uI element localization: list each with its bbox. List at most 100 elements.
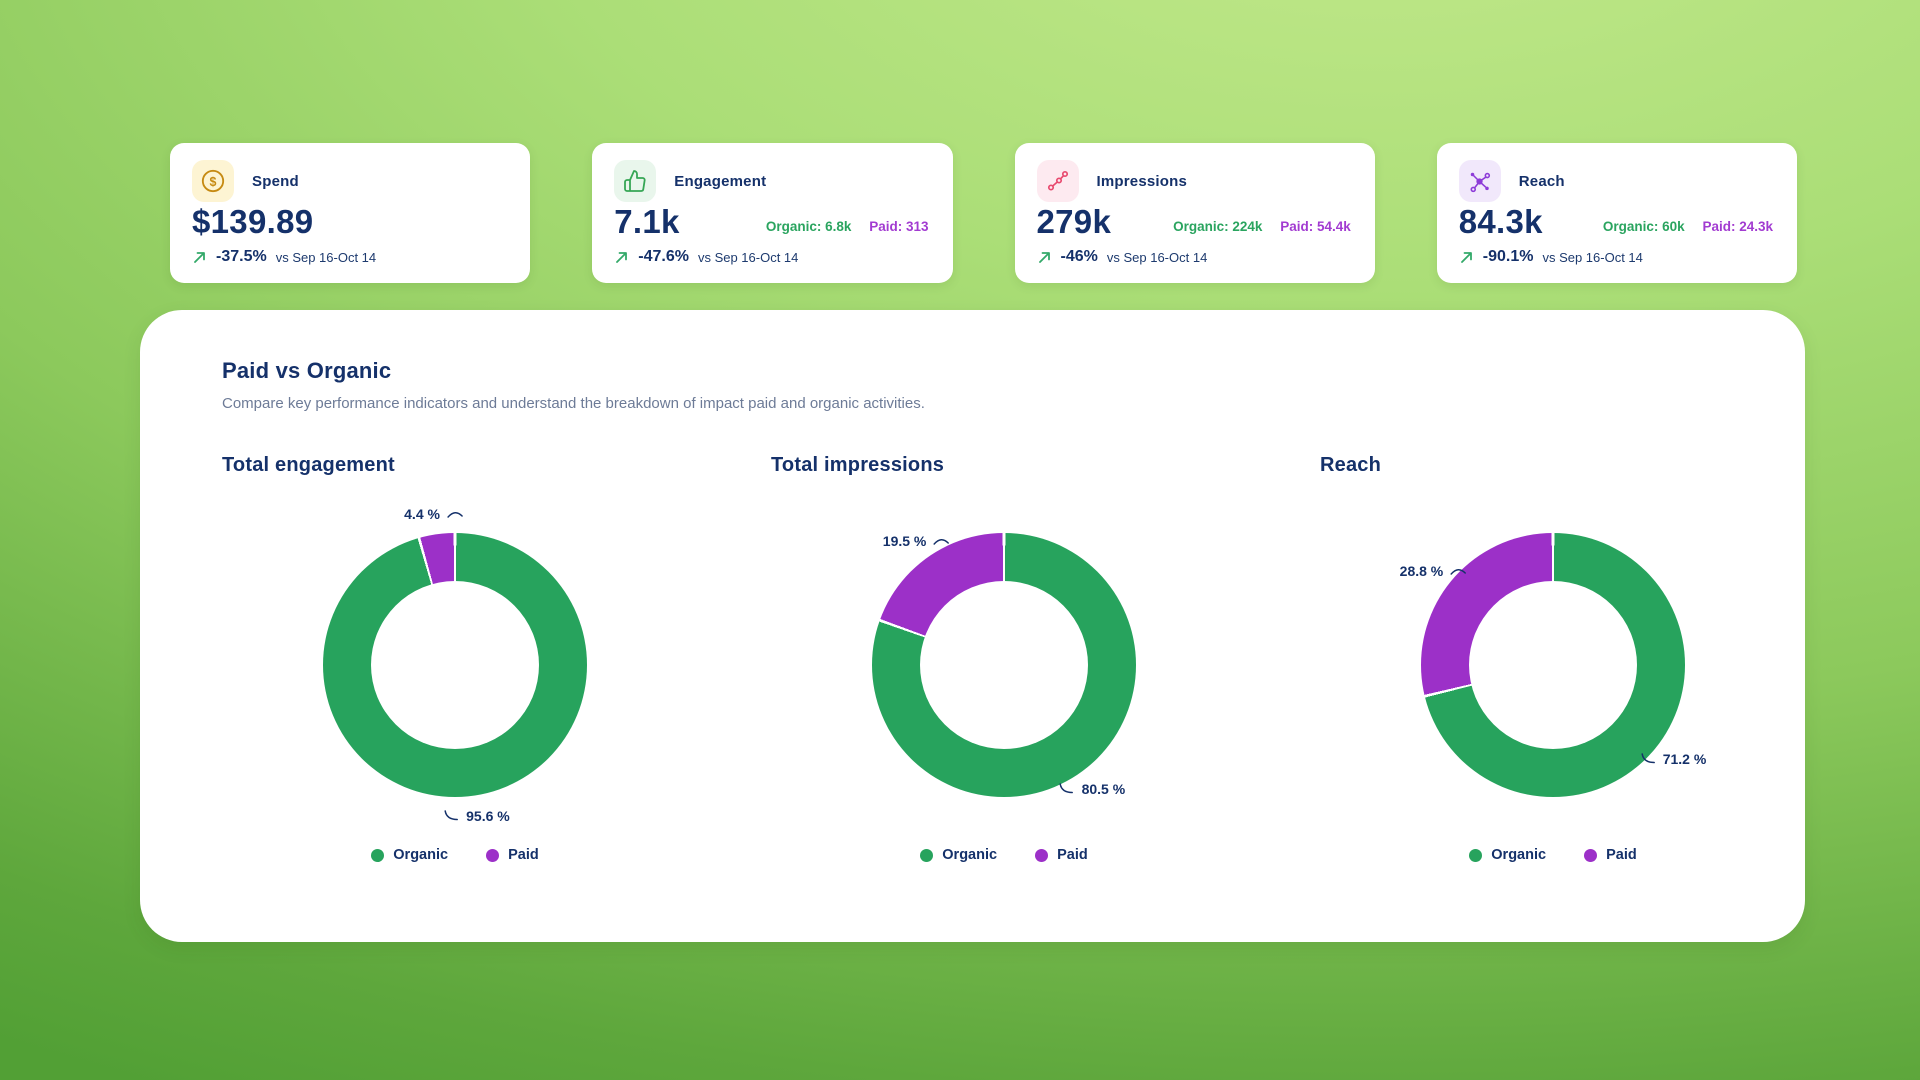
trend-up-arrow-icon <box>1459 250 1474 265</box>
legend-item-organic[interactable]: Organic <box>371 847 448 863</box>
donut-chart[interactable] <box>872 533 1136 797</box>
organic-value: Organic: 6.8k <box>765 219 852 234</box>
kpi-card-spend: $ Spend $139.89 -37.5% vs Sep 16-Oct 14 <box>170 143 531 283</box>
kpi-value: 279k <box>1036 203 1112 240</box>
paid-dot-icon <box>1584 848 1598 862</box>
trend-up-arrow-icon <box>192 250 207 265</box>
trend-percent: -46% <box>1060 248 1098 265</box>
value-row: 7.1k Organic: 6.8k Paid: 313 <box>614 205 928 238</box>
trend-compare-period: vs Sep 16-Oct 14 <box>1542 249 1643 265</box>
organic-value: Organic: 224k <box>1173 219 1263 234</box>
card-label: Impressions <box>1096 172 1188 190</box>
card-head: Engagement <box>614 160 928 202</box>
chart-legend: Organic Paid <box>1320 847 1786 863</box>
legend-label: Organic <box>393 847 449 863</box>
paid-value: Paid: 24.3k <box>1702 219 1773 234</box>
chart-title: Total impressions <box>771 454 945 476</box>
trend-row: -37.5% vs Sep 16-Oct 14 <box>192 249 506 265</box>
trend-up-arrow-icon <box>614 250 629 265</box>
trend-percent: -37.5% <box>216 248 267 265</box>
legend-item-paid[interactable]: Paid <box>1584 847 1637 863</box>
dollar-circle-icon: $ <box>192 160 234 202</box>
trend-percent: -47.6% <box>638 248 689 265</box>
value-row: 279k Organic: 224k Paid: 54.4k <box>1037 205 1351 238</box>
paid-dot-icon <box>1035 848 1049 862</box>
card-head: Reach <box>1458 160 1773 202</box>
kpi-card-impressions: Impressions 279k Organic: 224k Paid: 54.… <box>1014 143 1375 283</box>
organic-paid-split: Organic: 224k Paid: 54.4k <box>1173 219 1351 238</box>
kpi-value: 84.3k <box>1458 203 1543 240</box>
percentage-label: 28.8 % <box>1400 563 1468 579</box>
kpi-value: 7.1k <box>614 203 680 240</box>
panel-subtitle: Compare key performance indicators and u… <box>222 395 925 412</box>
legend-item-paid[interactable]: Paid <box>1035 847 1088 863</box>
panel-title: Paid vs Organic <box>222 358 392 383</box>
donut-chart-area: 71.2 % 28.8 % <box>1320 533 1786 797</box>
trend-up-arrow-icon <box>1037 250 1052 265</box>
card-label: Engagement <box>674 172 767 190</box>
kpi-card-reach: Reach 84.3k Organic: 60k Paid: 24.3k -90… <box>1436 143 1797 283</box>
charts-row: Total engagement 95.6 % 4.4 % Organic Pai… <box>222 454 1723 863</box>
legend-item-organic[interactable]: Organic <box>920 847 997 863</box>
paid-value: Paid: 313 <box>869 219 929 234</box>
card-head: Impressions <box>1036 160 1351 202</box>
scatter-share-icon <box>1036 160 1079 202</box>
legend-label: Organic <box>942 847 998 863</box>
paid-value: Paid: 54.4k <box>1280 219 1351 234</box>
paid-vs-organic-panel: Paid vs Organic Compare key performance … <box>140 310 1805 942</box>
label-connector-line <box>1449 565 1467 577</box>
label-connector-line <box>1058 783 1076 795</box>
card-label: Spend <box>252 172 299 190</box>
organic-value: Organic: 60k <box>1602 219 1685 234</box>
organic-paid-split: Organic: 60k Paid: 24.3k <box>1603 219 1773 238</box>
legend-item-paid[interactable]: Paid <box>486 847 539 863</box>
legend-label: Paid <box>508 847 539 863</box>
chart-legend: Organic Paid <box>771 847 1237 863</box>
donut-chart[interactable] <box>1421 533 1685 797</box>
percentage-label: 95.6 % <box>442 808 510 824</box>
label-connector-line <box>442 809 460 822</box>
legend-label: Paid <box>1057 847 1088 863</box>
donut-chart[interactable] <box>323 533 587 797</box>
kpi-card-engagement: Engagement 7.1k Organic: 6.8k Paid: 313 … <box>592 143 953 283</box>
donut-chart-area: 80.5 % 19.5 % <box>771 533 1237 797</box>
percentage-label: 19.5 % <box>883 533 951 549</box>
legend-label: Organic <box>1491 847 1547 863</box>
trend-compare-period: vs Sep 16-Oct 14 <box>697 249 799 265</box>
trend-row: -47.6% vs Sep 16-Oct 14 <box>614 249 928 265</box>
trend-percent: -90.1% <box>1482 248 1534 265</box>
trend-compare-period: vs Sep 16-Oct 14 <box>275 249 377 265</box>
label-connector-line <box>932 535 950 547</box>
svg-text:$: $ <box>210 175 217 189</box>
card-label: Reach <box>1518 172 1565 190</box>
donut-chart-area: 95.6 % 4.4 % <box>222 506 688 824</box>
percentage-label: 4.4 % <box>404 506 464 522</box>
value-row: $139.89 <box>192 205 506 238</box>
trend-compare-period: vs Sep 16-Oct 14 <box>1106 249 1208 265</box>
trend-row: -90.1% vs Sep 16-Oct 14 <box>1459 249 1773 265</box>
value-row: 84.3k Organic: 60k Paid: 24.3k <box>1459 205 1773 238</box>
chart-total-impressions: Total impressions 80.5 % 19.5 % Organic P… <box>771 454 1237 863</box>
organic-dot-icon <box>920 848 934 862</box>
paid-dot-icon <box>486 848 500 862</box>
organic-paid-split: Organic: 6.8k Paid: 313 <box>766 219 929 238</box>
trend-row: -46% vs Sep 16-Oct 14 <box>1037 249 1351 265</box>
organic-dot-icon <box>1469 848 1483 862</box>
percentage-label: 80.5 % <box>1058 781 1125 797</box>
thumbs-up-icon <box>614 160 657 202</box>
chart-title: Total engagement <box>222 454 395 476</box>
organic-dot-icon <box>371 848 385 862</box>
percentage-label: 71.2 % <box>1639 751 1706 767</box>
legend-label: Paid <box>1606 847 1637 863</box>
label-connector-line <box>1639 753 1657 765</box>
kpi-value: $139.89 <box>192 203 314 240</box>
kpi-cards-row: $ Spend $139.89 -37.5% vs Sep 16-Oct 14 … <box>170 143 1797 283</box>
card-head: $ Spend <box>192 160 506 202</box>
label-connector-line <box>446 508 464 520</box>
chart-total-engagement: Total engagement 95.6 % 4.4 % Organic Pai… <box>222 454 688 863</box>
legend-item-organic[interactable]: Organic <box>1469 847 1546 863</box>
network-icon <box>1458 160 1501 202</box>
chart-reach: Reach 71.2 % 28.8 % Organic Paid <box>1320 454 1786 863</box>
chart-title: Reach <box>1320 454 1382 476</box>
chart-legend: Organic Paid <box>222 847 688 863</box>
